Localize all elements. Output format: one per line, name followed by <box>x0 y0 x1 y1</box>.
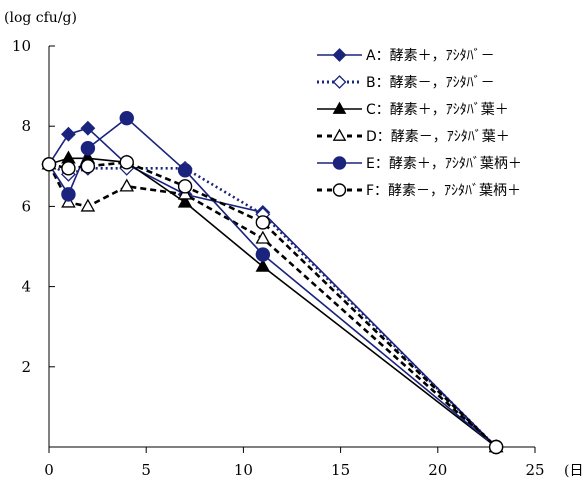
series-line <box>48 160 498 448</box>
y-tick-label: 6 <box>21 197 31 215</box>
y-axis-label: (log cfu/g) <box>4 10 77 26</box>
legend-swatch-marker <box>332 101 347 114</box>
data-point <box>80 120 96 136</box>
x-axis-label: (日 <box>564 463 583 479</box>
y-tick-label: 2 <box>21 358 31 376</box>
x-tick-label: 25 <box>525 461 544 479</box>
data-point <box>61 187 76 202</box>
series-b-markers <box>41 156 504 455</box>
data-point <box>80 141 96 156</box>
data-point <box>488 439 504 455</box>
data-point <box>119 110 134 126</box>
series-a <box>48 127 497 448</box>
legend-item: E：酵素＋，ｱｼﾀﾊﾞ葉柄＋ <box>317 156 522 172</box>
series-f-markers <box>41 155 504 455</box>
data-point <box>255 258 271 272</box>
data-point <box>177 179 193 194</box>
series-d <box>47 163 497 448</box>
legend-item: A：酵素＋，ｱｼﾀﾊﾞ－ <box>317 48 495 64</box>
data-point <box>255 215 271 230</box>
data-point <box>41 157 57 172</box>
data-point <box>119 178 135 192</box>
data-point <box>177 194 193 208</box>
series-c <box>48 157 497 448</box>
axes: 2 4 6 8 10 0 5 10 15 20 25 (log cfu/g) (日 <box>4 10 583 479</box>
data-point <box>61 126 76 142</box>
legend-label: D：酵素－，ｱｼﾀﾊﾞ葉＋ <box>366 129 510 145</box>
x-tick-label: 5 <box>141 461 151 479</box>
series-line <box>48 127 497 448</box>
series-line <box>48 157 497 448</box>
legend-label: B：酵素－，ｱｼﾀﾊﾞ－ <box>366 75 495 91</box>
data-point <box>61 161 76 176</box>
legend-swatch-marker <box>332 128 347 141</box>
series-line <box>48 163 498 448</box>
legend: A：酵素＋，ｱｼﾀﾊﾞ－ B：酵素－，ｱｼﾀﾊﾞ－ C：酵素＋，ｱｼﾀﾊﾞ葉＋ D：酵… <box>317 48 522 199</box>
legend-item: D：酵素－，ｱｼﾀﾊﾞ葉＋ <box>317 128 510 145</box>
legend-label: E：酵素＋，ｱｼﾀﾊﾞ葉柄＋ <box>366 156 522 172</box>
legend-label: F：酵素－，ｱｼﾀﾊﾞ葉柄＋ <box>366 183 521 199</box>
legend-label: A：酵素＋，ｱｼﾀﾊﾞ－ <box>366 48 495 64</box>
legend-swatch-marker <box>332 183 347 197</box>
x-tick-label: 0 <box>44 461 54 479</box>
legend-item: B：酵素－，ｱｼﾀﾊﾞ－ <box>317 75 495 91</box>
y-tick-label: 10 <box>12 37 31 55</box>
series-f <box>48 160 498 448</box>
series-d-markers <box>41 156 504 453</box>
x-tick-label: 15 <box>331 461 350 479</box>
data-point <box>80 198 96 212</box>
legend-item: C：酵素＋，ｱｼﾀﾊﾞ葉＋ <box>317 101 509 118</box>
legend-swatch-marker <box>332 75 347 89</box>
legend-swatch-marker <box>332 156 347 170</box>
legend-swatch-marker <box>332 48 347 62</box>
legend-label: C：酵素＋，ｱｼﾀﾊﾞ葉＋ <box>366 102 509 118</box>
y-tick-label: 4 <box>21 278 31 296</box>
data-point <box>255 230 271 244</box>
series-layer <box>41 110 504 455</box>
series-b <box>48 163 498 448</box>
data-point <box>177 163 193 178</box>
data-point <box>255 247 271 262</box>
series-line <box>47 163 497 448</box>
legend-item: F：酵素－，ｱｼﾀﾊﾞ葉柄＋ <box>317 183 521 199</box>
data-point <box>119 155 134 170</box>
data-point <box>80 159 96 174</box>
x-tick-label: 10 <box>234 461 253 479</box>
x-tick-label: 20 <box>428 461 447 479</box>
y-tick-label: 8 <box>21 117 31 135</box>
